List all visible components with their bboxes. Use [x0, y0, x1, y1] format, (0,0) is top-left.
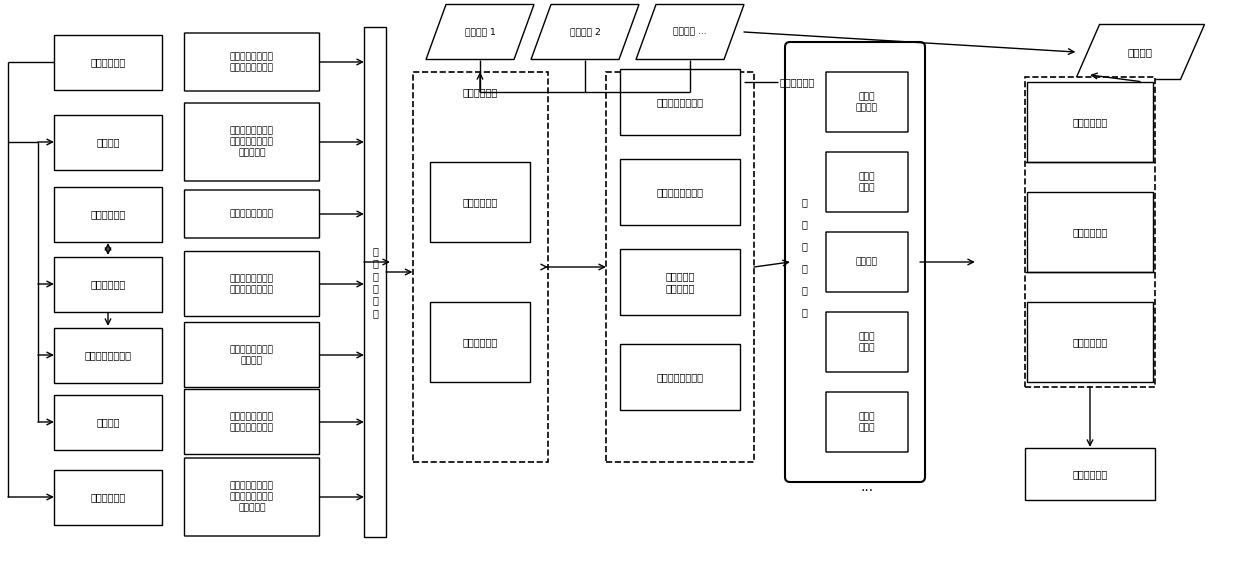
FancyBboxPatch shape	[826, 152, 908, 212]
Text: 件: 件	[801, 263, 807, 273]
Text: 抢修时
间约束: 抢修时 间约束	[859, 412, 875, 432]
Text: 抢修资
源约束: 抢修资 源约束	[859, 332, 875, 352]
FancyBboxPatch shape	[185, 252, 320, 316]
Polygon shape	[636, 4, 744, 60]
Text: 负荷代理操作方案: 负荷代理操作方案	[656, 97, 703, 107]
Text: 综合优化模型: 综合优化模型	[1073, 337, 1107, 347]
Text: 数据处理代理: 数据处理代理	[463, 87, 497, 97]
Text: 采集各种与配电网
故障恢复相关数据: 采集各种与配电网 故障恢复相关数据	[229, 52, 274, 72]
FancyBboxPatch shape	[185, 458, 320, 536]
Polygon shape	[1075, 25, 1204, 79]
FancyBboxPatch shape	[55, 34, 162, 89]
Text: 束: 束	[801, 219, 807, 229]
Polygon shape	[531, 4, 639, 60]
Text: 一层优化模型: 一层优化模型	[1073, 117, 1107, 127]
FancyBboxPatch shape	[55, 115, 162, 170]
FancyBboxPatch shape	[620, 69, 740, 135]
FancyBboxPatch shape	[1027, 82, 1153, 162]
Text: 待恢复树代理: 待恢复树代理	[91, 492, 125, 502]
Polygon shape	[427, 4, 534, 60]
Text: 约: 约	[801, 197, 807, 207]
FancyBboxPatch shape	[55, 187, 162, 242]
Text: 负责网络重构与抢
修故障恢复的协同: 负责网络重构与抢 修故障恢复的协同	[229, 412, 274, 432]
FancyBboxPatch shape	[620, 249, 740, 315]
Text: 待恢复树 ...: 待恢复树 ...	[673, 28, 707, 37]
FancyBboxPatch shape	[185, 323, 320, 388]
FancyBboxPatch shape	[185, 33, 320, 91]
FancyBboxPatch shape	[430, 162, 529, 242]
FancyBboxPatch shape	[185, 389, 320, 455]
Text: 辐射状
结构约束: 辐射状 结构约束	[856, 92, 878, 112]
Text: 寻找最优抢修策略: 寻找最优抢修策略	[229, 210, 274, 219]
FancyBboxPatch shape	[1025, 77, 1154, 387]
Text: 优化模型: 优化模型	[1127, 47, 1152, 57]
FancyBboxPatch shape	[55, 328, 162, 383]
FancyBboxPatch shape	[1027, 302, 1153, 382]
Text: 协同代理: 协同代理	[97, 417, 120, 427]
Text: 抢修小队代
理操作方案: 抢修小队代 理操作方案	[666, 271, 694, 293]
FancyBboxPatch shape	[606, 72, 754, 462]
FancyBboxPatch shape	[1027, 192, 1153, 272]
FancyBboxPatch shape	[826, 72, 908, 132]
Text: 节点电
压约束: 节点电 压约束	[859, 172, 875, 192]
FancyBboxPatch shape	[826, 312, 908, 372]
Text: 信息采集代理: 信息采集代理	[91, 57, 125, 67]
Text: 可恢复性评估代理: 可恢复性评估代理	[84, 350, 131, 360]
Text: 利用拓扑结构分析
得到每一个独立的
待恢复区域: 利用拓扑结构分析 得到每一个独立的 待恢复区域	[229, 482, 274, 513]
Text: 协同代理操作方案: 协同代理操作方案	[656, 187, 703, 197]
FancyBboxPatch shape	[365, 27, 386, 537]
FancyBboxPatch shape	[430, 302, 529, 382]
Text: 条: 条	[801, 241, 807, 251]
Text: 负荷代理: 负荷代理	[97, 137, 120, 147]
Text: 数据处理代理: 数据处理代理	[91, 279, 125, 289]
FancyBboxPatch shape	[413, 72, 548, 462]
Text: 对采集来数据进行
分析、对比、统计: 对采集来数据进行 分析、对比、统计	[229, 274, 274, 294]
FancyBboxPatch shape	[55, 395, 162, 450]
Text: 待恢复树 2: 待恢复树 2	[569, 28, 600, 37]
Text: 待恢复树代理: 待恢复树代理	[780, 77, 815, 87]
Text: 判: 判	[801, 285, 807, 295]
FancyBboxPatch shape	[620, 344, 740, 410]
Text: 存储可恢复性评估
相关信息: 存储可恢复性评估 相关信息	[229, 345, 274, 365]
FancyBboxPatch shape	[55, 469, 162, 524]
Text: 可恢复性评估结果: 可恢复性评估结果	[656, 372, 703, 382]
Text: 最终恢复方案: 最终恢复方案	[1073, 469, 1107, 479]
Text: 根据操作过程要求
灵活调整各种负荷
的参与程度: 根据操作过程要求 灵活调整各种负荷 的参与程度	[229, 126, 274, 157]
Text: 控
制
中
心
代
理: 控 制 中 心 代 理	[372, 246, 378, 318]
Text: 抢修小队代理: 抢修小队代理	[91, 209, 125, 219]
FancyBboxPatch shape	[1025, 448, 1154, 500]
Text: 二层优化模型: 二层优化模型	[1073, 227, 1107, 237]
Text: ...: ...	[861, 480, 873, 494]
FancyBboxPatch shape	[185, 190, 320, 238]
FancyBboxPatch shape	[55, 256, 162, 311]
FancyBboxPatch shape	[785, 42, 925, 482]
Text: 潮流约束: 潮流约束	[856, 257, 878, 266]
FancyBboxPatch shape	[826, 392, 908, 452]
Text: 待恢复树 1: 待恢复树 1	[465, 28, 496, 37]
FancyBboxPatch shape	[620, 159, 740, 225]
FancyBboxPatch shape	[826, 232, 908, 292]
Text: 数据预警处理: 数据预警处理	[463, 197, 497, 207]
Text: 数据融合处理: 数据融合处理	[463, 337, 497, 347]
FancyBboxPatch shape	[185, 103, 320, 181]
Text: 定: 定	[801, 307, 807, 317]
